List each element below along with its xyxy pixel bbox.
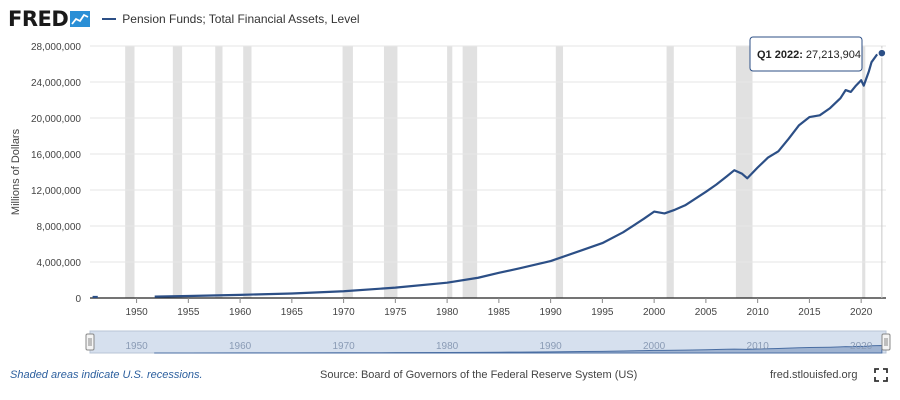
x-tick-label: 2010 bbox=[747, 307, 770, 318]
y-tick-label: 4,000,000 bbox=[37, 258, 82, 269]
recession-note: Shaded areas indicate U.S. recessions. bbox=[10, 369, 203, 381]
recession-band bbox=[735, 46, 753, 298]
x-tick-label: 1975 bbox=[384, 307, 407, 318]
recession-band bbox=[447, 46, 453, 298]
navigator-handle[interactable] bbox=[881, 333, 891, 351]
header: FRED Pension Funds; Total Financial Asse… bbox=[8, 6, 360, 32]
recession-band bbox=[462, 46, 478, 298]
navigator-tick-label: 1990 bbox=[539, 341, 562, 352]
navigator-handle[interactable] bbox=[85, 333, 95, 351]
recession-band bbox=[215, 46, 223, 298]
recession-band bbox=[862, 46, 866, 298]
y-tick-label: 24,000,000 bbox=[31, 78, 81, 89]
grid-lines bbox=[90, 45, 886, 299]
x-tick-label: 1990 bbox=[539, 307, 562, 318]
x-tick-label: 1980 bbox=[436, 307, 459, 318]
y-axis: 0 4,000,000 8,000,000 12,000,000 16,000,000 2… bbox=[31, 42, 82, 305]
navigator-tick-label: 2000 bbox=[643, 341, 666, 352]
x-tick-label: 2015 bbox=[798, 307, 821, 318]
x-tick-label: 2005 bbox=[695, 307, 718, 318]
fullscreen-icon[interactable] bbox=[874, 368, 888, 382]
x-tick-label: 1955 bbox=[177, 307, 200, 318]
source-text: Source: Board of Governors of the Federa… bbox=[320, 369, 638, 381]
x-tick-label: 1965 bbox=[281, 307, 304, 318]
recession-band bbox=[555, 46, 564, 298]
recession-band bbox=[243, 46, 252, 298]
legend-label: Pension Funds; Total Financial Assets, L… bbox=[122, 12, 360, 26]
tooltip: Q1 2022: 27,213,904 bbox=[749, 36, 887, 298]
tooltip-box bbox=[749, 36, 863, 72]
navigator-tick-label: 1970 bbox=[332, 341, 355, 352]
y-axis-label: Millions of Dollars bbox=[10, 128, 22, 215]
legend[interactable]: Pension Funds; Total Financial Assets, L… bbox=[102, 12, 360, 26]
tooltip-text: Q1 2022: 27,213,904 bbox=[757, 49, 861, 61]
y-tick-label: 0 bbox=[75, 294, 81, 305]
navigator-tick-label: 1960 bbox=[229, 341, 252, 352]
navigator-tick-label: 2020 bbox=[850, 341, 873, 352]
site-link[interactable]: fred.stlouisfed.org bbox=[770, 369, 858, 381]
tooltip-label: Q1 2022: bbox=[757, 49, 803, 61]
y-tick-label: 12,000,000 bbox=[31, 186, 81, 197]
series bbox=[92, 52, 883, 299]
recession-band bbox=[383, 46, 398, 298]
navigator-tick-label: 2010 bbox=[747, 341, 770, 352]
tooltip-point bbox=[877, 48, 887, 58]
x-tick-label: 2000 bbox=[643, 307, 666, 318]
y-tick-label: 8,000,000 bbox=[37, 222, 82, 233]
recession-bands bbox=[125, 46, 866, 298]
navigator-series bbox=[154, 345, 883, 354]
tooltip-value: 27,213,904 bbox=[803, 49, 861, 61]
navigator-tick-label: 1950 bbox=[125, 341, 148, 352]
x-tick-label: 1970 bbox=[332, 307, 355, 318]
x-tick-label: 1995 bbox=[591, 307, 614, 318]
navigator[interactable]: 1950 1960 1970 1980 1990 2000 2010 2020 bbox=[85, 330, 891, 354]
navigator-tick-label: 1980 bbox=[436, 341, 459, 352]
logo-text: FRED bbox=[8, 7, 69, 31]
legend-swatch bbox=[102, 18, 117, 20]
recession-band bbox=[172, 46, 183, 298]
fred-logo[interactable]: FRED bbox=[8, 7, 91, 31]
y-tick-label: 28,000,000 bbox=[31, 42, 81, 53]
recession-band bbox=[342, 46, 353, 298]
x-tick-label: 1950 bbox=[125, 307, 148, 318]
x-tick-label: 1985 bbox=[488, 307, 511, 318]
y-tick-label: 16,000,000 bbox=[31, 150, 81, 161]
line-chart-icon bbox=[70, 11, 91, 27]
x-tick-label: 2020 bbox=[850, 307, 873, 318]
x-tick-label: 1960 bbox=[229, 307, 252, 318]
series-line bbox=[92, 52, 883, 299]
recession-band bbox=[666, 46, 674, 298]
y-tick-label: 20,000,000 bbox=[31, 114, 81, 125]
recession-band bbox=[125, 46, 135, 298]
x-axis: 1950 1955 1960 1965 1970 1975 1980 1985 1990 1995… bbox=[125, 298, 873, 318]
